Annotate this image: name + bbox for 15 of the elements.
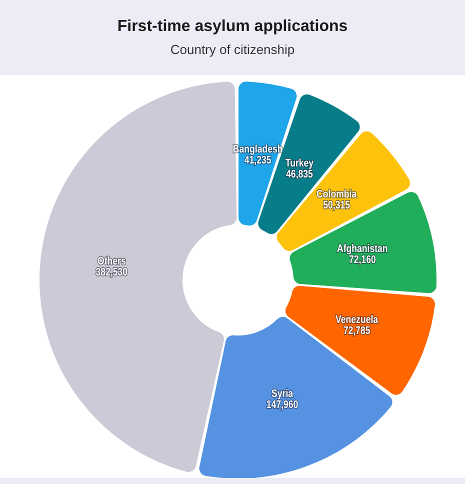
data-label: 46,835 — [286, 168, 314, 181]
slice-label: Turkey — [285, 158, 314, 170]
data-label: 72,160 — [348, 254, 376, 267]
slice-label: Venezuela — [336, 314, 378, 326]
data-label: 72,785 — [343, 324, 371, 338]
slice-label: Others — [98, 256, 126, 268]
data-label: 41,235 — [244, 154, 272, 167]
slice-label: Syria — [272, 388, 294, 400]
slice-label: Colombia — [316, 188, 358, 202]
slice-label: Afghanistan — [336, 243, 388, 256]
data-label: 382,530 — [96, 266, 128, 280]
data-label: 147,960 — [266, 399, 299, 412]
data-label: 50,315 — [323, 200, 350, 212]
chart-title: First-time asylum applications — [117, 16, 348, 36]
chart-subtitle: Country of citizenship — [170, 40, 295, 59]
